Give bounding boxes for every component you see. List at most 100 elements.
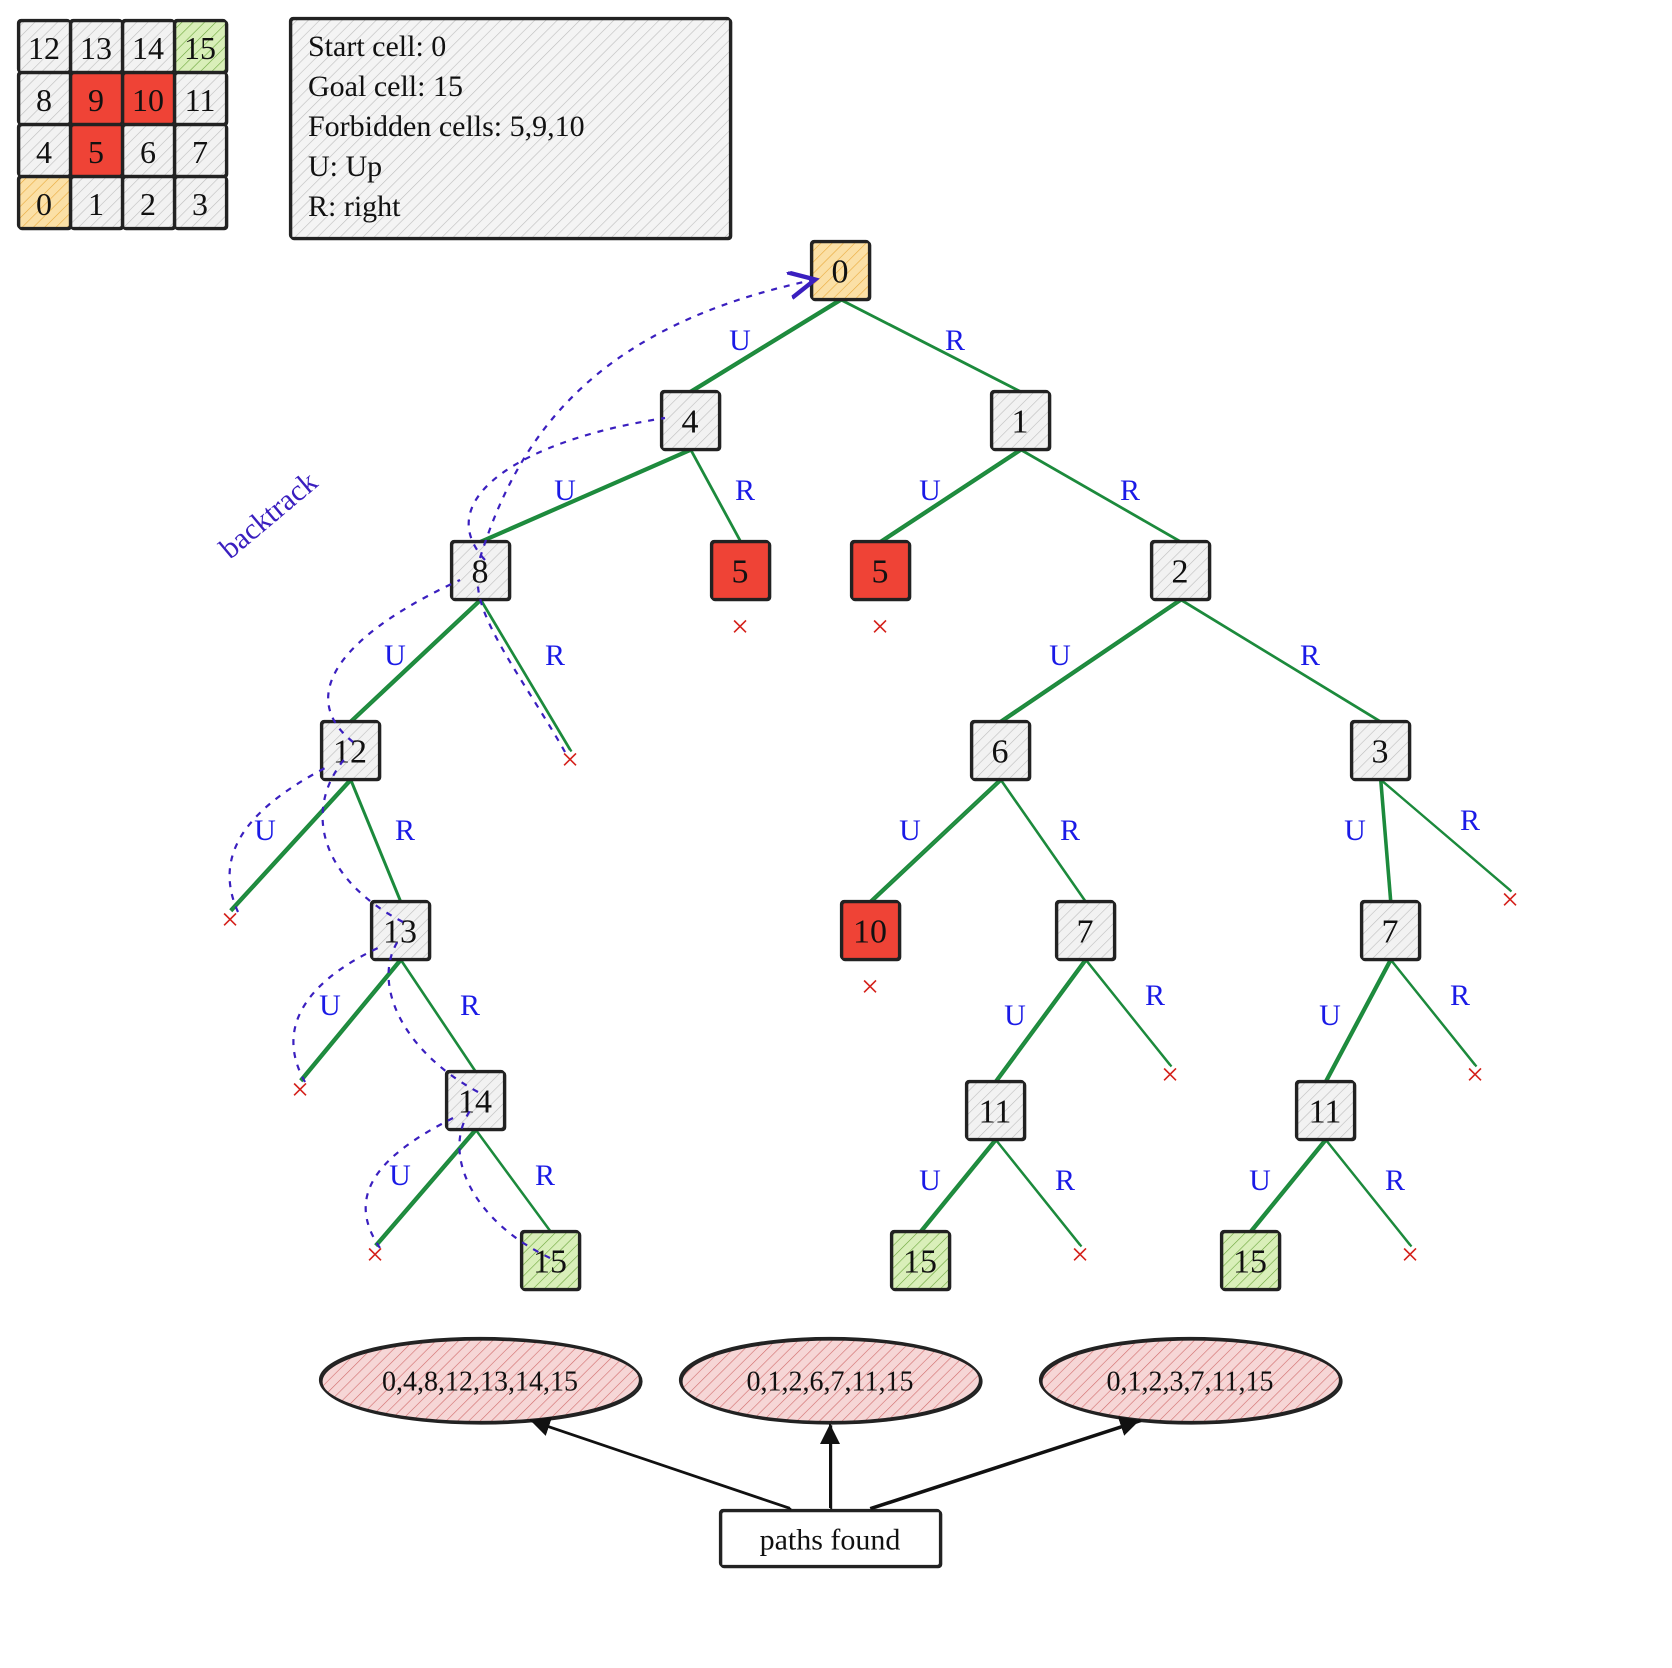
tree-node-label: 14	[458, 1084, 492, 1121]
edge-label: R	[1385, 1164, 1405, 1197]
backtrack-layer: backtrack	[213, 280, 813, 1258]
tree-edge	[350, 779, 400, 901]
edge-label: U	[919, 1164, 941, 1197]
tree-edge	[840, 299, 1020, 391]
edge-label: R	[545, 639, 565, 672]
x-mark-icon: ×	[1161, 1056, 1179, 1092]
edge-label: U	[1319, 999, 1341, 1032]
tree-edge	[300, 959, 400, 1080]
edge-label: R	[1120, 474, 1140, 507]
grid-cell-label: 4	[36, 134, 52, 170]
path-oval-text: 0,1,2,6,7,11,15	[747, 1367, 914, 1398]
tree-edge	[1000, 599, 1180, 721]
path-oval-text: 0,1,2,3,7,11,15	[1107, 1367, 1274, 1398]
tree-node-label: 0	[832, 254, 849, 291]
backtrack-arc	[480, 280, 813, 558]
grid-cell-label: 15	[184, 30, 216, 66]
tree-node-label: 4	[682, 404, 699, 441]
tree-edge	[1085, 959, 1170, 1065]
backtrack-label: backtrack	[213, 465, 324, 565]
edge-label: R	[1145, 979, 1165, 1012]
tree-edge	[1380, 779, 1390, 901]
tree-edge	[690, 299, 840, 391]
tree-edge	[230, 779, 350, 910]
backtrack-arc	[230, 768, 325, 912]
tree-edge	[880, 449, 1020, 541]
tree-edge	[1380, 779, 1510, 890]
info-line: R: right	[308, 190, 401, 223]
x-mark-icon: ×	[871, 608, 889, 644]
edge-label: U	[1249, 1164, 1271, 1197]
tree-edge	[690, 449, 740, 541]
info-line: Start cell: 0	[308, 30, 446, 63]
tree-node-label: 5	[872, 554, 889, 591]
tree-node-label: 13	[383, 914, 417, 951]
tree-node-label: 7	[1382, 914, 1399, 951]
tree-edge	[350, 599, 480, 721]
tree-node-label: 8	[472, 554, 489, 591]
edge-label: R	[1460, 804, 1480, 837]
edge-label: U	[319, 989, 341, 1022]
tree-node-label: 11	[979, 1094, 1012, 1131]
edge-label: U	[1004, 999, 1026, 1032]
grid-cell-label: 7	[192, 134, 208, 170]
tree-node-label: 1	[1012, 404, 1029, 441]
edge-label: U	[729, 324, 751, 357]
tree-node-label: 6	[992, 734, 1009, 771]
paths-found-arrow	[530, 1420, 790, 1508]
grid-cell-label: 1	[88, 186, 104, 222]
grid-cell-label: 6	[140, 134, 156, 170]
tree-node-label: 7	[1077, 914, 1094, 951]
grid-cell-label: 5	[88, 134, 104, 170]
tree-node-label: 15	[903, 1244, 937, 1281]
x-mark-icon: ×	[1071, 1236, 1089, 1272]
x-mark-icon: ×	[561, 741, 579, 777]
tree-edge	[480, 599, 570, 750]
grid-cell-label: 14	[132, 30, 164, 66]
edge-label: R	[1300, 639, 1320, 672]
tree-node-label: 5	[732, 554, 749, 591]
edge-label: U	[254, 814, 276, 847]
tree-node-label: 15	[1233, 1244, 1267, 1281]
info-line: Goal cell: 15	[308, 70, 463, 103]
edge-label: R	[535, 1159, 555, 1192]
edge-label: U	[1344, 814, 1366, 847]
x-mark-icon: ×	[861, 968, 879, 1004]
tree-edge	[870, 779, 1000, 901]
paths-found-layer: 0,4,8,12,13,14,15 0,1,2,6,7,11,15 0,1,2,3,…	[320, 1338, 1342, 1567]
edge-label: U	[389, 1159, 411, 1192]
info-box-layer: Start cell: 0 Goal cell: 15 Forbidden cell…	[290, 18, 731, 239]
tree-node-label: 11	[1309, 1094, 1342, 1131]
x-mark-icon: ×	[1501, 881, 1519, 917]
edge-label: R	[1450, 979, 1470, 1012]
edge-label: R	[460, 989, 480, 1022]
tree-edge	[480, 449, 690, 541]
grid-cell-label: 2	[140, 186, 156, 222]
edge-label: R	[1055, 1164, 1075, 1197]
x-mark-icon: ×	[291, 1071, 309, 1107]
grid-layer: 1213141589101145670123	[18, 20, 227, 229]
tree-node-label: 3	[1372, 734, 1389, 771]
tree-node-label: 2	[1172, 554, 1189, 591]
grid-cell-label: 0	[36, 186, 52, 222]
tree-nodes-layer: 041855212×63×131077××1411×11××1515×15×××…	[221, 241, 1519, 1290]
edge-label: U	[1049, 639, 1071, 672]
grid-cell-label: 13	[80, 30, 112, 66]
edge-label: R	[945, 324, 965, 357]
path-oval-text: 0,4,8,12,13,14,15	[382, 1367, 578, 1398]
grid-cell-label: 10	[132, 82, 164, 118]
info-line: Forbidden cells: 5,9,10	[308, 110, 585, 143]
paths-found-label: paths found	[760, 1524, 901, 1557]
edge-label: R	[735, 474, 755, 507]
tree-edge	[1390, 959, 1475, 1065]
edge-label: U	[899, 814, 921, 847]
x-mark-icon: ×	[1466, 1056, 1484, 1092]
grid-cell-label: 8	[36, 82, 52, 118]
x-mark-icon: ×	[1401, 1236, 1419, 1272]
info-line: U: Up	[308, 150, 382, 183]
edge-label: U	[919, 474, 941, 507]
grid-cell-label: 3	[192, 186, 208, 222]
edge-label: U	[384, 639, 406, 672]
diagram-canvas: 1213141589101145670123 Start cell: 0Goal…	[0, 0, 1672, 1668]
tree-node-label: 10	[853, 914, 887, 951]
